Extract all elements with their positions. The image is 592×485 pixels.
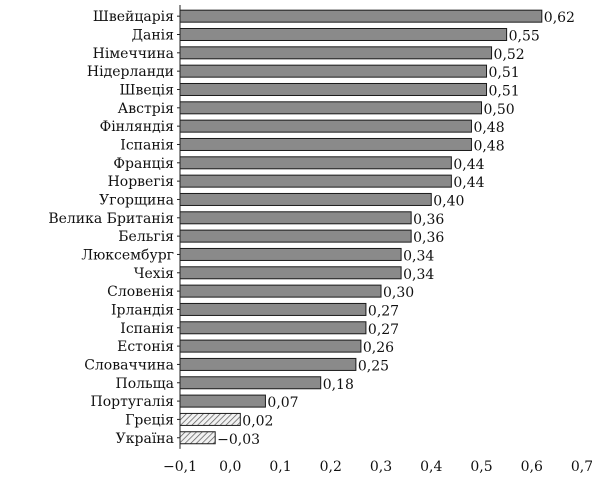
data-label: 0,44: [453, 175, 484, 191]
bar: [179, 64, 488, 78]
data-label: 0,25: [358, 358, 389, 374]
bar: [179, 357, 357, 371]
data-label: 0,48: [473, 120, 504, 136]
category-label: Німеччина: [93, 46, 174, 62]
bar: [179, 174, 452, 188]
category-label: Естонія: [117, 339, 174, 355]
data-label: 0,48: [473, 138, 504, 154]
category-label: Словенія: [107, 284, 174, 300]
bar: [179, 284, 382, 298]
x-tick-label: 0,0: [219, 459, 241, 475]
bar: [179, 211, 412, 225]
labels-layer: Швейцарія 0,62 Данія 0,55 Німеччина 0,52 Нідер…: [48, 9, 592, 475]
bar-hatched: [179, 431, 216, 445]
bar: [179, 156, 452, 170]
bar: [179, 82, 488, 96]
x-tick-label: −0,1: [163, 459, 197, 475]
bar: [179, 247, 402, 261]
data-label: 0,34: [403, 248, 434, 264]
bar-hatched: [179, 412, 241, 426]
category-label: Люксембург: [81, 247, 174, 263]
bar: [179, 302, 367, 316]
data-label: 0,36: [413, 230, 444, 246]
x-tick-label: 0,3: [370, 459, 392, 475]
bar: [179, 101, 482, 115]
data-label: 0,02: [242, 413, 273, 429]
category-label: Угорщина: [99, 192, 174, 208]
bar: [179, 321, 367, 335]
data-label: 0,55: [509, 28, 540, 44]
data-label: −0,03: [217, 432, 260, 448]
category-label: Словаччина: [84, 357, 174, 373]
data-label: 0,36: [413, 212, 444, 228]
x-tick-label: 0,4: [420, 459, 442, 475]
x-tick-label: 0,2: [320, 459, 342, 475]
category-label: Чехія: [134, 266, 174, 282]
data-label: 0,50: [484, 102, 515, 118]
category-label: Нідерланди: [87, 64, 174, 80]
bar: [179, 46, 493, 60]
category-label: Португалія: [91, 394, 175, 410]
bar: [179, 119, 472, 133]
category-label: Іспанія: [120, 137, 174, 153]
data-label: 0,27: [368, 303, 399, 319]
category-label: Греція: [125, 412, 174, 428]
category-label: Польща: [115, 376, 174, 392]
data-label: 0,51: [489, 65, 520, 81]
category-label: Іспанія: [120, 321, 174, 337]
category-label: Франція: [113, 156, 174, 172]
category-label: Данія: [132, 27, 175, 43]
data-label: 0,52: [494, 47, 525, 63]
category-label: Швеція: [120, 82, 175, 98]
data-label: 0,18: [323, 377, 354, 393]
x-tick-label: 0,5: [470, 459, 492, 475]
data-label: 0,51: [489, 83, 520, 99]
bar: [179, 229, 412, 243]
axis-layer: [177, 5, 181, 449]
category-label: Велика Британія: [48, 211, 174, 227]
data-label: 0,26: [363, 340, 394, 356]
x-tick-label: 0,7: [571, 459, 592, 475]
category-label: Україна: [116, 431, 174, 447]
bar: [179, 192, 432, 206]
bar: [179, 376, 322, 390]
bar: [179, 394, 266, 408]
bar: [179, 137, 472, 151]
category-label: Фінляндія: [100, 119, 175, 135]
x-tick-label: 0,6: [521, 459, 543, 475]
x-tick-label: 0,1: [269, 459, 291, 475]
data-label: 0,27: [368, 322, 399, 338]
data-label: 0,44: [453, 157, 484, 173]
category-label: Норвегія: [108, 174, 175, 190]
data-label: 0,40: [433, 193, 464, 209]
bar: [179, 9, 543, 23]
category-label: Бельгія: [118, 229, 174, 245]
bar: [179, 339, 362, 353]
data-label: 0,30: [383, 285, 414, 301]
bars-layer: [179, 9, 543, 445]
data-label: 0,07: [267, 395, 298, 411]
data-label: 0,34: [403, 267, 434, 283]
category-label: Ірландія: [111, 302, 174, 318]
category-label: Швейцарія: [93, 9, 174, 25]
data-label: 0,62: [544, 10, 575, 26]
bar: [179, 266, 402, 280]
category-label: Австрія: [118, 101, 175, 117]
bar: [179, 27, 508, 41]
